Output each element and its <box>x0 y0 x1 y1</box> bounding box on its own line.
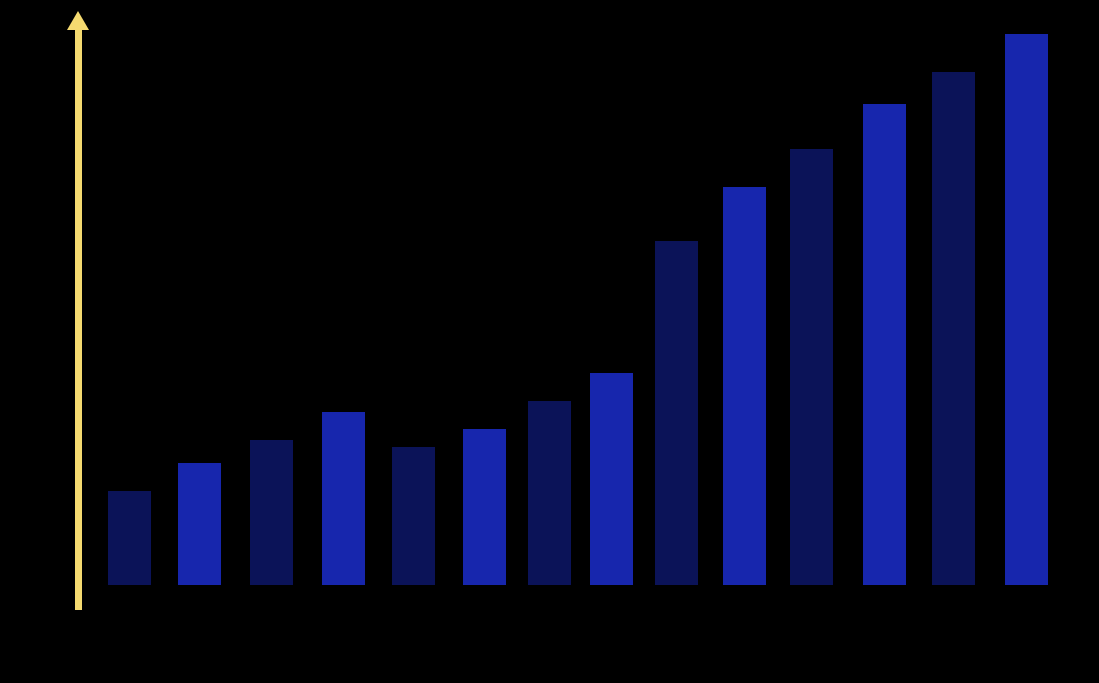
bar-12 <box>863 104 906 585</box>
bar-13 <box>932 72 975 585</box>
y-axis-line <box>75 26 82 610</box>
bar-9 <box>655 241 698 585</box>
bar-4 <box>322 412 365 585</box>
bar-10 <box>723 187 766 585</box>
bar-8 <box>590 373 633 585</box>
arrow-up-icon <box>67 11 89 30</box>
bar-2 <box>178 463 221 585</box>
bar-7 <box>528 401 571 585</box>
bar-6 <box>463 429 506 585</box>
bar-5 <box>392 447 435 585</box>
bar-14 <box>1005 34 1048 585</box>
bar-3 <box>250 440 293 585</box>
bar-1 <box>108 491 151 585</box>
bar-11 <box>790 149 833 585</box>
